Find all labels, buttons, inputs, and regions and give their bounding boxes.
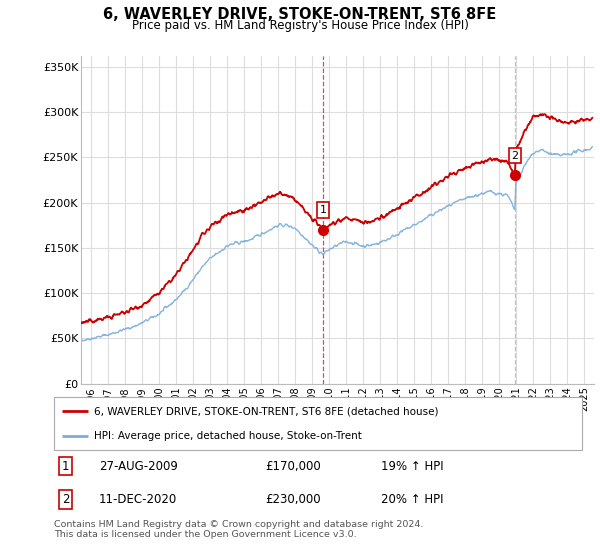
Text: 6, WAVERLEY DRIVE, STOKE-ON-TRENT, ST6 8FE (detached house): 6, WAVERLEY DRIVE, STOKE-ON-TRENT, ST6 8… xyxy=(94,407,438,417)
Text: 11-DEC-2020: 11-DEC-2020 xyxy=(99,493,177,506)
Text: 19% ↑ HPI: 19% ↑ HPI xyxy=(382,460,444,473)
Text: HPI: Average price, detached house, Stoke-on-Trent: HPI: Average price, detached house, Stok… xyxy=(94,431,361,441)
Text: 1: 1 xyxy=(320,205,326,215)
Text: Contains HM Land Registry data © Crown copyright and database right 2024.
This d: Contains HM Land Registry data © Crown c… xyxy=(54,520,424,539)
Text: 2: 2 xyxy=(511,151,518,161)
Text: Price paid vs. HM Land Registry's House Price Index (HPI): Price paid vs. HM Land Registry's House … xyxy=(131,19,469,32)
Text: £170,000: £170,000 xyxy=(265,460,321,473)
Text: £230,000: £230,000 xyxy=(265,493,321,506)
FancyBboxPatch shape xyxy=(54,397,582,450)
Text: 1: 1 xyxy=(62,460,70,473)
Text: 6, WAVERLEY DRIVE, STOKE-ON-TRENT, ST6 8FE: 6, WAVERLEY DRIVE, STOKE-ON-TRENT, ST6 8… xyxy=(103,7,497,22)
Text: 20% ↑ HPI: 20% ↑ HPI xyxy=(382,493,444,506)
Text: 27-AUG-2009: 27-AUG-2009 xyxy=(99,460,178,473)
Text: 2: 2 xyxy=(62,493,70,506)
